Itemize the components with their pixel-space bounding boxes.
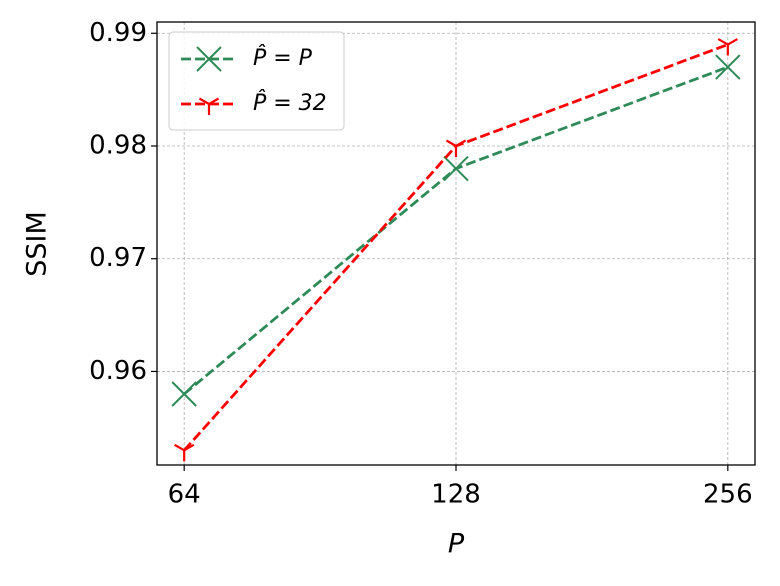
x-tick-label: 256 [703,480,753,510]
x-tick-label: 128 [431,480,481,510]
marker-tri [198,97,220,115]
marker [196,46,222,72]
marker-tri [445,139,467,157]
marker-x [196,46,222,72]
legend: P̂ = P P̂ = 32 [168,31,345,131]
y-tick-label: 0.96 [89,356,147,386]
y-tick-label: 0.97 [89,243,147,273]
marker-x [443,155,469,182]
marker [717,38,738,56]
marker-x [715,54,741,80]
marker-tri [174,443,195,462]
y-tick-label: 0.98 [89,130,147,160]
marker [445,139,467,157]
y-axis-label: SSIM [22,211,53,277]
marker [443,155,469,182]
marker [174,443,195,462]
marker-tri [717,38,738,56]
x-axis-label: P [448,529,465,560]
y-tick-label: 0.99 [89,18,147,48]
legend-label: P̂ = P [253,45,313,71]
marker [198,97,220,115]
x-tick-label: 64 [168,480,201,510]
marker [715,54,741,80]
legend-label: P̂ = 32 [253,90,327,116]
marker-x [171,381,197,407]
plot-frame [156,21,756,466]
marker [171,381,197,407]
